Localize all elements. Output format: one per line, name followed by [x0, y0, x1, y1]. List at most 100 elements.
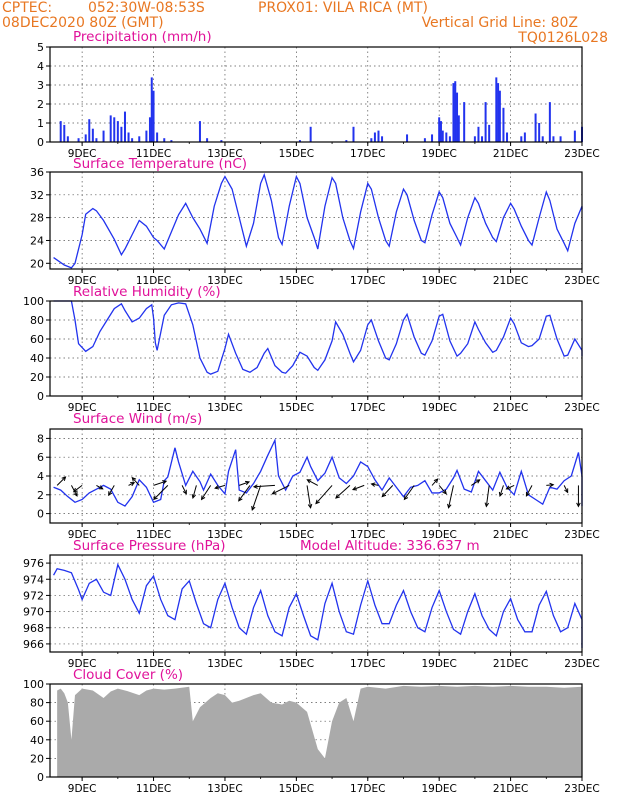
y-tick-label: 0 [37, 136, 44, 149]
x-tick-label: 19DEC [421, 783, 456, 795]
y-tick-label: 2 [37, 489, 44, 502]
precip-bar [88, 119, 91, 142]
wind-vector [239, 480, 251, 486]
precip-bar [456, 92, 459, 142]
wind-vector-shaft [192, 485, 197, 499]
wind-vector [131, 476, 140, 486]
y-tick-label: 24 [30, 234, 44, 247]
wind-vector-head [251, 505, 256, 511]
y-tick-label: 1 [37, 117, 44, 130]
precip-bar [439, 121, 442, 142]
panel-frame [49, 300, 583, 397]
y-tick-label: 80 [30, 697, 44, 710]
x-tick-label: 21DEC [493, 275, 528, 287]
y-tick-label: 5 [37, 41, 44, 54]
x-tick-label: 11DEC [136, 402, 171, 414]
wind-vector-head [191, 493, 196, 500]
panel-title: Precipitation (mm/h) [73, 29, 212, 45]
x-tick-label: 13DEC [207, 275, 242, 287]
series-line [53, 562, 583, 648]
wind-vector [153, 485, 169, 501]
header-run: 08DEC2020 80Z (GMT) [2, 15, 164, 31]
precip-bar [548, 102, 551, 142]
wind-vector [200, 485, 212, 501]
wind-vector-shaft [381, 485, 394, 497]
precip-bar [506, 132, 509, 142]
wind-vector [238, 485, 251, 502]
wind-vector-shaft [485, 485, 490, 507]
wind-vector [56, 476, 67, 486]
wind-vector-shaft [238, 485, 251, 502]
x-tick-label: 23DEC [564, 275, 599, 287]
wind-vector-shaft [499, 485, 504, 497]
precip-bar [198, 121, 201, 142]
precip-bar [63, 124, 66, 142]
precip-bar [220, 140, 223, 142]
wind-vector [335, 485, 351, 499]
precip-bar [59, 121, 62, 142]
y-tick-label: 4 [37, 60, 44, 73]
y-tick-label: 20 [30, 752, 44, 765]
precip-bar [559, 136, 562, 142]
y-tick-label: 100 [23, 295, 44, 308]
panel-1: Precipitation (mm/h) 0 1 2 3 4 5 9DEC 11DEC 13DEC… [37, 29, 600, 160]
wind-vector [381, 485, 394, 498]
y-tick-label: 40 [30, 352, 44, 365]
x-tick-label: 23DEC [564, 529, 599, 541]
wind-vector [271, 484, 290, 495]
panel-2: Surface Temperature (nC) 20 24 28 32 36 9DEC 11… [30, 156, 600, 287]
wind-vector-head [130, 482, 136, 487]
wind-vector-shaft [306, 485, 312, 508]
y-tick-label: 36 [30, 166, 44, 179]
x-tick-label: 17DEC [350, 529, 385, 541]
wind-vector [484, 485, 490, 508]
precip-bar [309, 126, 312, 142]
x-tick-label: 17DEC [350, 275, 385, 287]
precip-bar [523, 132, 526, 142]
x-tick-label: 15DEC [279, 783, 314, 795]
series-line [53, 300, 583, 375]
wind-vector-shaft [438, 485, 447, 495]
x-tick-label: 9DEC [68, 529, 97, 541]
precip-bar [445, 132, 448, 142]
panel-6: Cloud Cover (%) 0 20 40 60 80 100 9DEC 11DEC 13DE… [23, 667, 600, 795]
x-tick-label: 21DEC [493, 148, 528, 160]
wind-vector-head [271, 490, 277, 495]
x-tick-label: 15DEC [279, 402, 314, 414]
wind-vector-head [433, 478, 439, 484]
precip-bar [150, 77, 153, 142]
wind-vector [252, 484, 275, 489]
precip-bar [457, 115, 460, 142]
x-tick-label: 17DEC [350, 658, 385, 670]
x-tick-label: 9DEC [68, 148, 97, 160]
wind-vector-shaft [546, 484, 554, 486]
wind-vector-head [381, 492, 387, 498]
wind-vector-head [131, 476, 137, 482]
precip-bar [502, 107, 505, 142]
panel-title: Relative Humidity (%) [73, 284, 221, 300]
precip-bar [463, 102, 466, 142]
wind-vector [214, 484, 226, 490]
y-tick-label: 2 [37, 98, 44, 111]
header: CPTEC: 052:30W-08:53S PROX01: VILA RICA … [0, 0, 618, 46]
x-tick-label: 9DEC [68, 783, 97, 795]
precip-bar [373, 132, 376, 142]
precip-bar [370, 138, 373, 142]
y-tick-label: 6 [37, 451, 44, 464]
x-tick-label: 23DEC [564, 658, 599, 670]
wind-vector-shaft [371, 483, 379, 486]
wind-vector [251, 485, 262, 511]
wind-vector-shaft [253, 484, 275, 488]
wind-vector-head [108, 491, 113, 497]
y-tick-label: 970 [23, 606, 44, 619]
precip-bar [441, 130, 444, 142]
x-tick-label: 9DEC [68, 275, 97, 287]
precip-bar [298, 140, 301, 142]
precip-bar [498, 90, 501, 142]
cloud-area [57, 685, 583, 777]
wind-vector-head [61, 476, 67, 481]
x-tick-label: 13DEC [207, 148, 242, 160]
precip-bar [123, 111, 126, 142]
x-tick-label: 19DEC [421, 402, 456, 414]
